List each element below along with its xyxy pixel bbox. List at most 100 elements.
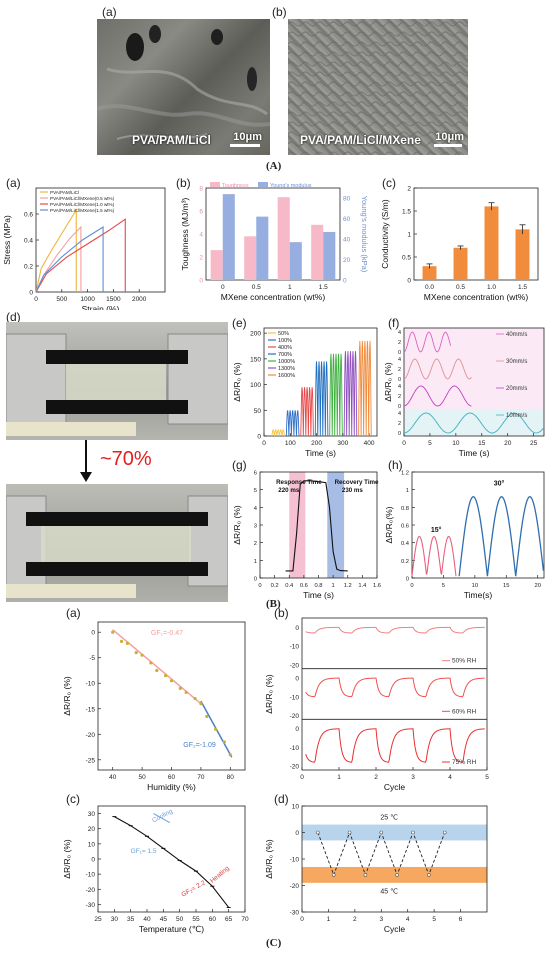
legend-entry: 50% RH bbox=[452, 658, 477, 665]
y2-tick-label: 60 bbox=[343, 216, 351, 223]
data-point bbox=[411, 830, 415, 835]
sem-caption-b: PVA/PAM/LiCl/MXene bbox=[300, 133, 421, 147]
x-tick-label: 80 bbox=[227, 774, 235, 781]
x-tick-label: 0 bbox=[300, 916, 304, 923]
x-tick-label: 5 bbox=[432, 916, 436, 923]
y-tick-label: 0.6 bbox=[24, 212, 33, 219]
data-point bbox=[316, 830, 320, 835]
data-point bbox=[169, 679, 174, 683]
legend-swatch bbox=[258, 182, 268, 187]
y-tick-label: 1 bbox=[406, 488, 409, 494]
legend-entry: Toughness bbox=[222, 183, 249, 189]
data-point bbox=[228, 753, 232, 757]
x-axis-label: Strain (%) bbox=[82, 304, 120, 310]
y-tick-label: 0.6 bbox=[401, 524, 409, 530]
y-tick-label: 4 bbox=[398, 384, 401, 390]
y-tick-label: 0.8 bbox=[401, 506, 409, 512]
x-tick-label: 0.8 bbox=[314, 583, 322, 589]
y-tick-label: 100 bbox=[250, 382, 261, 389]
data-point bbox=[125, 641, 129, 646]
x-tick-label: 40 bbox=[109, 774, 117, 781]
plot-frame bbox=[301, 617, 488, 771]
data-point bbox=[184, 690, 188, 695]
data-point bbox=[442, 830, 447, 835]
y-tick-label: 0 bbox=[254, 577, 257, 583]
y-tick-label: 0.4 bbox=[401, 541, 410, 547]
section-label-C: (C) bbox=[266, 937, 282, 949]
stress-strain-curve bbox=[35, 208, 77, 293]
x-tick-label: 0 bbox=[262, 440, 266, 447]
x-tick-label: 1 bbox=[337, 774, 341, 781]
y-tick-label: 2 bbox=[398, 340, 401, 346]
x-tick-label: 5 bbox=[442, 583, 445, 589]
x-tick-label: 2 bbox=[374, 774, 378, 781]
y-tick-label: 0 bbox=[398, 377, 401, 383]
y-tick-label: 3 bbox=[254, 524, 257, 530]
y-tick-label: 0 bbox=[199, 278, 203, 285]
y-tick-label: -10 bbox=[86, 681, 96, 688]
x-tick-label: 6 bbox=[459, 916, 463, 923]
y-tick-label: 4 bbox=[199, 232, 203, 239]
chart-C-b: 0 1 2 3 4 5 Cycle ΔR/R₀ (%) 0 -10 -20 50% RH 0 -10 -20… bbox=[264, 617, 489, 792]
x-tick-label: 60 bbox=[168, 774, 176, 781]
y-tick-label: 1.5 bbox=[402, 209, 411, 216]
legend-entry: 50% bbox=[278, 331, 289, 337]
x-tick-label: 0 bbox=[402, 440, 406, 447]
plot-frame bbox=[97, 621, 246, 771]
legend-entry: 60% RH bbox=[452, 708, 477, 715]
x-tick-label: 1.4 bbox=[358, 583, 367, 589]
panel-label-B-d: (d) bbox=[6, 310, 21, 324]
data-point bbox=[331, 873, 336, 877]
humidity-cycle-curve bbox=[305, 626, 485, 634]
panel-label-B-g: (g) bbox=[232, 458, 247, 472]
cycle-curve bbox=[314, 361, 329, 437]
y-axis-label: ΔR/R₀ (%) bbox=[232, 505, 242, 545]
x-tick-label: 1.5 bbox=[518, 284, 527, 291]
x-tick-label: 5 bbox=[485, 774, 489, 781]
x-tick-label: 4 bbox=[448, 774, 452, 781]
y-axis-label: ΔR/R₀ (%) bbox=[264, 839, 274, 879]
x-tick-label: 65 bbox=[225, 916, 233, 923]
modulus-bar bbox=[256, 216, 269, 280]
y-tick-label: -25 bbox=[86, 757, 96, 764]
legend-entry: 400% bbox=[278, 345, 292, 351]
y2-tick-label: 40 bbox=[343, 237, 351, 244]
temperature-curve bbox=[114, 816, 230, 908]
cycle-curve bbox=[343, 351, 358, 437]
y-tick-label: 2 bbox=[199, 255, 203, 262]
data-point bbox=[199, 702, 203, 706]
legend-entry: Young's modulus bbox=[270, 183, 312, 189]
y-tick-label: 0 bbox=[398, 350, 401, 356]
y-tick-label: 8 bbox=[199, 186, 203, 193]
y-tick-label: 0 bbox=[91, 630, 95, 637]
y-tick-label: 50 bbox=[254, 408, 262, 415]
y-tick-label: 0 bbox=[295, 676, 299, 683]
cycle-curve bbox=[285, 410, 300, 437]
panel-label-B-a: (a) bbox=[6, 176, 21, 190]
y-tick-label: 2 bbox=[398, 421, 401, 427]
toughness-bar bbox=[311, 224, 324, 280]
cooling-arrow-icon bbox=[153, 813, 171, 824]
y-tick-label: 0.4 bbox=[24, 238, 33, 245]
modulus-bar bbox=[222, 194, 235, 280]
y-tick-label: -30 bbox=[290, 910, 300, 917]
annotation: 45 ℃ bbox=[380, 888, 398, 895]
x-tick-label: 0.4 bbox=[285, 583, 294, 589]
data-point bbox=[119, 639, 124, 643]
legend-entry: PVA/PAM/LiCl bbox=[50, 190, 79, 195]
chart-B-h: 0 5 10 15 20 0 0.2 0.4 0.6 0.8 1 1.2 Time(s) ΔR/R₀(%)… bbox=[384, 471, 545, 600]
x-tick-label: 0.5 bbox=[456, 284, 465, 291]
photo-stretch-before bbox=[6, 322, 228, 440]
y-tick-label: 4 bbox=[254, 506, 258, 512]
x-axis-label: Time (s) bbox=[303, 590, 334, 600]
annotation: 220 ms bbox=[278, 487, 300, 494]
y-tick-label: -20 bbox=[290, 713, 300, 720]
y-tick-label: -10 bbox=[290, 857, 300, 864]
x-tick-label: 300 bbox=[337, 440, 348, 447]
y-tick-label: 0 bbox=[295, 726, 299, 733]
chart-C-d: 0 1 2 3 4 5 6 10 0 -10 -20 -30 Cycle ΔR/R₀ (%) 25 ℃ 45 … bbox=[264, 804, 488, 934]
conductivity-bar bbox=[484, 206, 499, 280]
y-tick-label: -20 bbox=[86, 732, 96, 739]
x-tick-label: 2 bbox=[353, 916, 357, 923]
